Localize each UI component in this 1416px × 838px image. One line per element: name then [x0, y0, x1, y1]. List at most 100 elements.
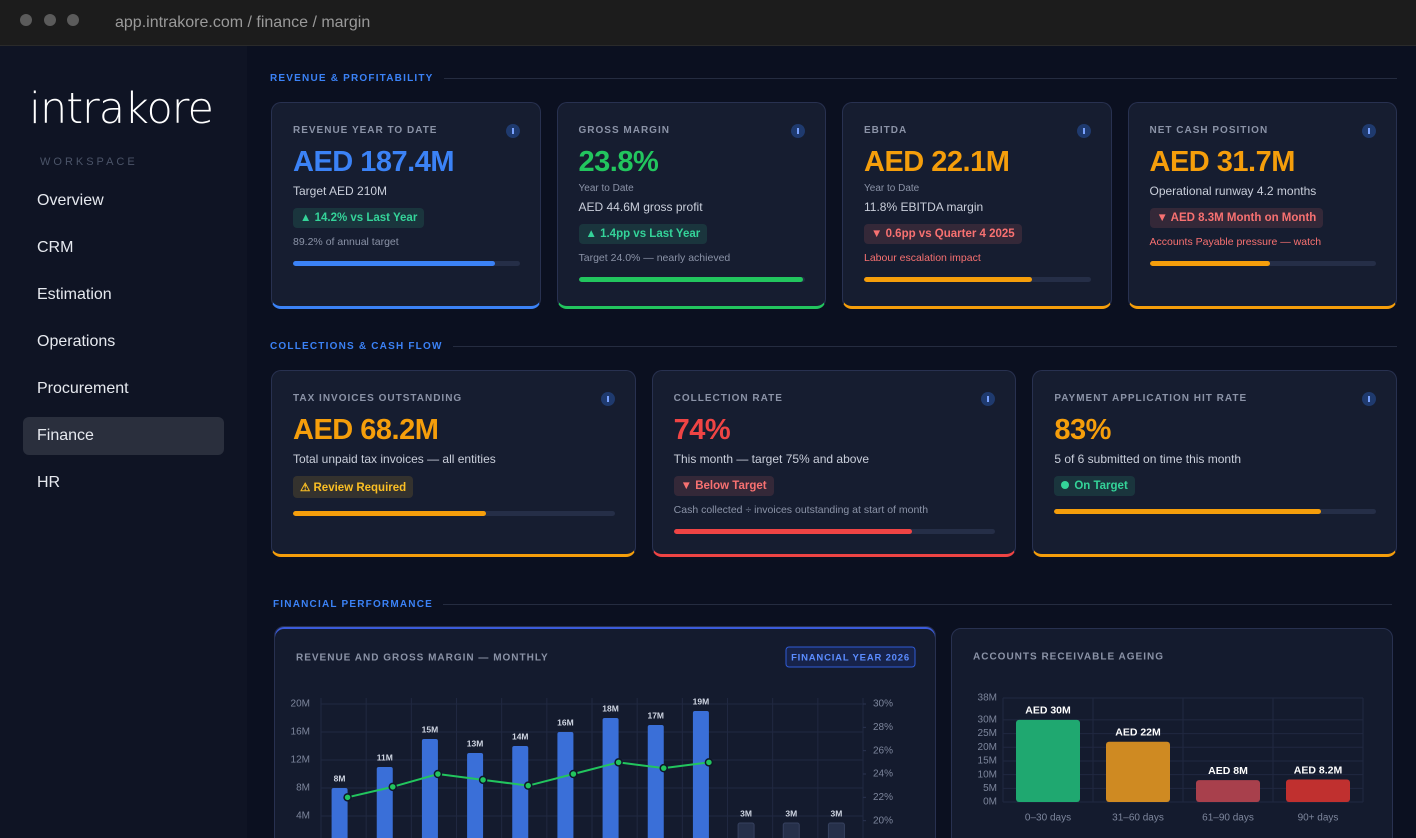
- window-dot[interactable]: [20, 14, 32, 26]
- badge: ▼ Below Target: [673, 476, 774, 496]
- bar-value-label: AED 22M: [1115, 727, 1161, 739]
- badge: ▲ 14.2% vs Last Year: [293, 208, 425, 228]
- kpi-label: NET CASH POSITION: [1149, 125, 1269, 136]
- y-tick-label: 25M: [978, 728, 997, 739]
- info-icon[interactable]: [600, 392, 615, 406]
- kpi-value: AED 68.2M: [293, 414, 439, 446]
- kpi-card: NET CASH POSITION AED 31.7M Operational ru…: [1127, 102, 1397, 309]
- nav-item[interactable]: Finance: [23, 417, 224, 455]
- chart: REVENUE AND GROSS MARGIN — MONTHLY FINANC…: [291, 646, 916, 838]
- kpi-label: GROSS MARGIN: [578, 125, 670, 136]
- info-icon[interactable]: [981, 392, 996, 406]
- bar: [331, 788, 348, 838]
- bar-value-label: 16M: [557, 717, 574, 727]
- progress-track: [293, 511, 615, 516]
- bar: [557, 732, 574, 838]
- kpi-card: REVENUE YEAR TO DATE AED 187.4M Target AED…: [271, 102, 541, 309]
- bar-value-label: 19M: [693, 696, 710, 706]
- line-point: [524, 781, 533, 790]
- badge-text: ▲ 1.4pp vs Last Year: [585, 228, 701, 240]
- nav-section: WORKSPACE: [40, 156, 138, 168]
- badge-text: On Target: [1074, 480, 1128, 492]
- y-tick-label: 10M: [978, 769, 997, 780]
- bar-value-label: AED 30M: [1025, 705, 1071, 717]
- badge-wrap: ▲ 1.4pp vs Last Year: [578, 214, 806, 244]
- kpi-detail: AED 44.6M gross profit: [578, 200, 703, 214]
- nav-item[interactable]: Overview: [37, 192, 104, 209]
- badge-wrap: ▲ 14.2% vs Last Year: [293, 198, 520, 228]
- y2-tick-label: 26%: [873, 745, 893, 756]
- y-tick-label: 4M: [296, 811, 310, 822]
- x-tick-label: 61–90 days: [1202, 813, 1254, 824]
- y-tick-label: 15M: [978, 756, 997, 767]
- tag-box[interactable]: [785, 646, 916, 668]
- info-icon[interactable]: [791, 124, 805, 138]
- kpi-detail: 11.8% EBITDA margin: [864, 200, 984, 214]
- kpi-value: 83%: [1054, 414, 1111, 446]
- progress-fill: [673, 529, 912, 534]
- progress-rest: [1032, 277, 1091, 282]
- chart-title: ACCOUNTS RECEIVABLE AGEING: [973, 652, 1164, 663]
- kpi-detail: Total unpaid tax invoices — all entities: [293, 452, 496, 466]
- progress-rest: [1270, 261, 1376, 266]
- badge: ▼ 0.6pp vs Quarter 4 2025: [864, 224, 1022, 244]
- window-dot[interactable]: [44, 14, 56, 26]
- progress-track: [1054, 509, 1376, 514]
- kpi-note: Target 24.0% — nearly achieved: [578, 252, 731, 264]
- kpi-row: TAX INVOICES OUTSTANDING AED 68.2M Total u…: [271, 370, 1397, 557]
- bar: [376, 767, 393, 838]
- info-icon[interactable]: [1076, 124, 1091, 138]
- badge-wrap: ⚠ Review Required: [293, 466, 615, 498]
- nav-item[interactable]: HR: [37, 474, 61, 491]
- bar-value-label: AED 8M: [1208, 765, 1248, 777]
- kpi-row: REVENUE YEAR TO DATE AED 187.4M Target AED…: [271, 102, 1397, 309]
- progress-fill: [293, 261, 495, 266]
- window-dot[interactable]: [67, 14, 79, 26]
- badge-wrap: ▼ Below Target: [673, 466, 996, 496]
- kpi-note: Labour escalation impact: [864, 252, 981, 264]
- kpi-value: 74%: [673, 414, 731, 446]
- bar: [467, 753, 484, 838]
- url[interactable]: app.intrakore.com / finance / margin: [115, 14, 371, 31]
- info-icon[interactable]: [1362, 124, 1376, 138]
- y-tick-label: 20M: [291, 699, 310, 710]
- bar-value-label: 3M: [831, 808, 843, 818]
- nav-item[interactable]: Procurement: [37, 380, 129, 397]
- bar: [692, 711, 709, 838]
- section-title: COLLECTIONS & CASH FLOW: [270, 341, 1397, 352]
- progress-fill: [1054, 509, 1322, 514]
- y-tick-label: 38M: [978, 693, 997, 704]
- progress-rest: [486, 511, 615, 516]
- chart-title: REVENUE AND GROSS MARGIN — MONTHLY: [296, 653, 549, 664]
- bar-value-label: 3M: [740, 808, 752, 818]
- logo[interactable]: intrakore: [29, 84, 214, 134]
- y2-tick-label: 28%: [873, 722, 893, 733]
- line-point: [704, 758, 714, 767]
- y-tick-label: 5M: [983, 783, 997, 794]
- kpi-label: EBITDA: [864, 125, 908, 136]
- nav-item[interactable]: CRM: [37, 239, 74, 256]
- kpi-detail: Target AED 210M: [293, 184, 388, 198]
- kpi-label: TAX INVOICES OUTSTANDING: [293, 393, 463, 404]
- badge: ▲ 1.4pp vs Last Year: [578, 224, 708, 244]
- bar-value-label: 13M: [467, 738, 484, 748]
- browser-bar: app.intrakore.com / finance / margin: [0, 0, 1416, 46]
- bar: [782, 822, 800, 838]
- line-point: [659, 763, 668, 773]
- info-icon[interactable]: [1361, 392, 1376, 406]
- bar-value-label: 11M: [377, 752, 393, 762]
- progress-track: [293, 261, 520, 266]
- info-icon[interactable]: [505, 124, 520, 138]
- kpi-card: PAYMENT APPLICATION HIT RATE 83% 5 of 6 su…: [1032, 370, 1397, 557]
- kpi-label: PAYMENT APPLICATION HIT RATE: [1054, 393, 1248, 404]
- x-tick-label: 90+ days: [1298, 813, 1339, 824]
- kpi-card: COLLECTION RATE 74% This month — target 75…: [651, 370, 1017, 557]
- bar-value-label: 14M: [512, 731, 529, 741]
- kpi-note: 89.2% of annual target: [293, 236, 399, 248]
- nav: Overview CRM Estimation Operations Procureme…: [23, 182, 224, 511]
- y2-tick-label: 20%: [873, 815, 893, 826]
- nav-item[interactable]: Operations: [37, 333, 116, 350]
- y-tick-label: 30M: [978, 715, 997, 726]
- nav-item[interactable]: Estimation: [37, 286, 112, 303]
